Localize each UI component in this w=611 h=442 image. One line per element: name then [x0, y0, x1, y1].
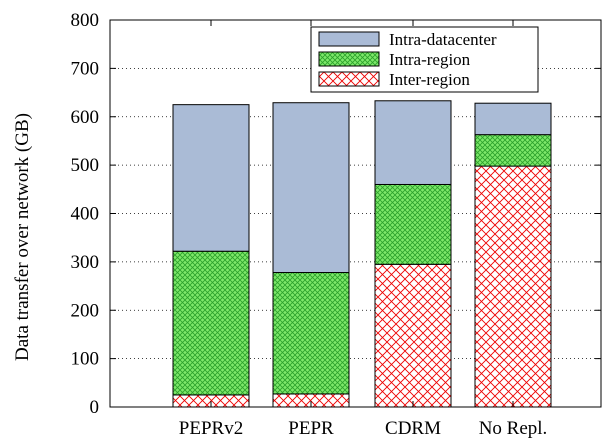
x-tick-label-no-repl: No Repl. [479, 418, 548, 439]
y-tick-label: 400 [71, 204, 100, 225]
y-tick-label: 700 [71, 58, 100, 79]
bar-cdrm-intra-datacenter [374, 100, 452, 185]
y-tick-label: 200 [71, 300, 100, 321]
legend-label-intra-region: Intra-region [389, 50, 471, 69]
y-axis-label: Data transfer over network (GB) [12, 113, 33, 361]
x-tick-label-pepr: PEPR [288, 418, 334, 439]
bar-no-repl-intra-datacenter [474, 102, 552, 136]
legend-swatch-intra-region [318, 51, 380, 67]
legend-swatch-inter-region [318, 71, 380, 87]
bar-cdrm-intra-region [374, 183, 452, 265]
bar-peprv2-intra-region [172, 250, 250, 396]
bar-no-repl-inter-region [474, 165, 552, 408]
y-tick-label: 0 [90, 397, 100, 418]
legend-swatch-intra-datacenter [318, 31, 380, 47]
legend-label-intra-datacenter: Intra-datacenter [389, 30, 497, 49]
bars [172, 100, 552, 408]
x-tick-label-cdrm: CDRM [385, 418, 441, 439]
y-tick-label: 300 [71, 252, 100, 273]
y-tick-label: 800 [71, 10, 100, 31]
bar-pepr-intra-region [272, 272, 350, 395]
bar-peprv2-intra-datacenter [172, 104, 250, 252]
y-tick-label: 100 [71, 349, 100, 370]
y-tick-label: 500 [71, 155, 100, 176]
bar-pepr-intra-datacenter [272, 102, 350, 274]
bar-cdrm-inter-region [374, 263, 452, 408]
bar-no-repl-intra-region [474, 134, 552, 167]
tick-labels: 0 100 200 300 400 500 600 700 800 PEPRv2 PEPR CDRM N… [71, 10, 548, 439]
x-tick-label-peprv2: PEPRv2 [179, 418, 243, 439]
y-tick-label: 600 [71, 107, 100, 128]
legend-label-inter-region: Inter-region [389, 70, 470, 89]
axis-ticks [110, 19, 601, 408]
